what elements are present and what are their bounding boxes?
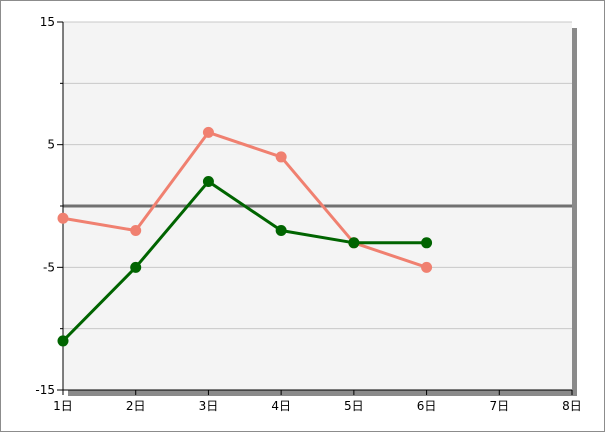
x-tick-label: 2日	[126, 399, 146, 413]
data-point	[202, 126, 214, 138]
x-tick-label: 8日	[562, 399, 582, 413]
series-2	[57, 175, 433, 347]
y-tick-label: -15	[35, 383, 55, 397]
data-point	[57, 335, 69, 347]
data-point	[130, 225, 142, 237]
y-tick-label: 5	[47, 138, 55, 152]
series-line	[62, 130, 428, 269]
data-point	[57, 212, 69, 224]
x-tick-label: 4日	[271, 399, 291, 413]
data-point	[275, 225, 287, 237]
tick-labels: 15 5 -5 -15 1日 2日 3日 4日 5日 6日 7日 8日	[35, 15, 581, 413]
data-point	[421, 261, 433, 273]
axes	[57, 21, 573, 395]
series-line	[61, 179, 427, 342]
x-tick-label: 7日	[489, 399, 509, 413]
x-tick-label: 3日	[199, 399, 219, 413]
data-point	[348, 237, 360, 249]
data-point	[421, 237, 433, 249]
data-point	[275, 151, 287, 163]
data-point	[130, 261, 142, 273]
series-group	[57, 126, 433, 347]
x-tick-label: 1日	[53, 399, 73, 413]
x-tick-label: 6日	[417, 399, 437, 413]
y-tick-label: -5	[43, 260, 55, 274]
x-tick-label: 5日	[344, 399, 364, 413]
y-tick-label: 15	[40, 15, 55, 29]
data-point	[202, 175, 214, 187]
